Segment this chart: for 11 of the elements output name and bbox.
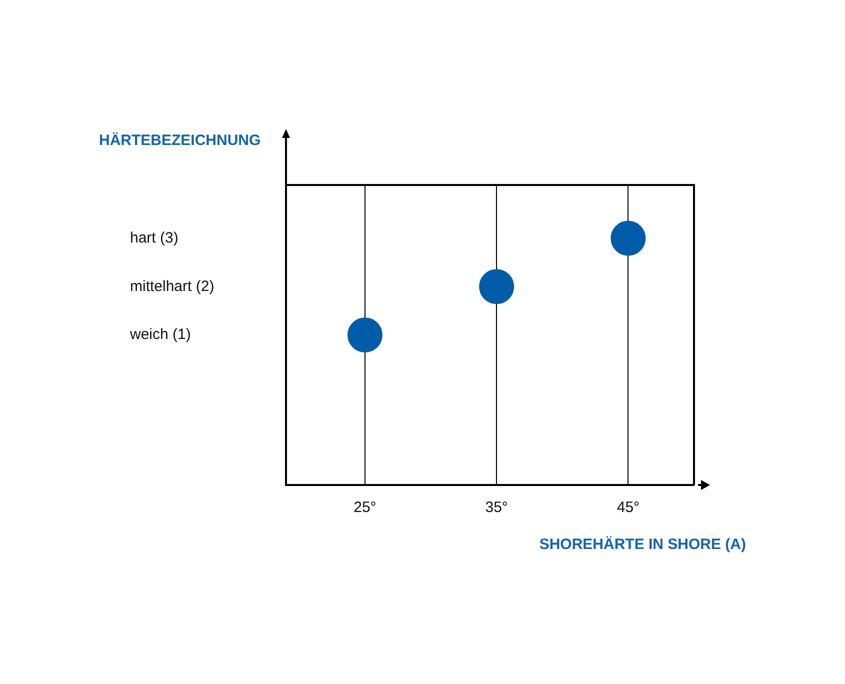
point [347, 318, 382, 352]
x-tick-label: 25° [354, 499, 376, 516]
x-axis-title: SHOREHÄRTE IN SHORE (A) [539, 536, 746, 554]
y-tick-label: weich (1) [129, 326, 191, 344]
y-tick-label: hart (3) [130, 229, 178, 246]
x-tick-label: 35° [485, 499, 508, 516]
point [610, 220, 646, 256]
point [479, 269, 514, 304]
y-tick-label: mittelhart (2) [130, 278, 214, 295]
x-tick-label: 45° [616, 499, 640, 516]
y-axis-title: HÄRTEBEZEICHNUNG [99, 132, 261, 150]
